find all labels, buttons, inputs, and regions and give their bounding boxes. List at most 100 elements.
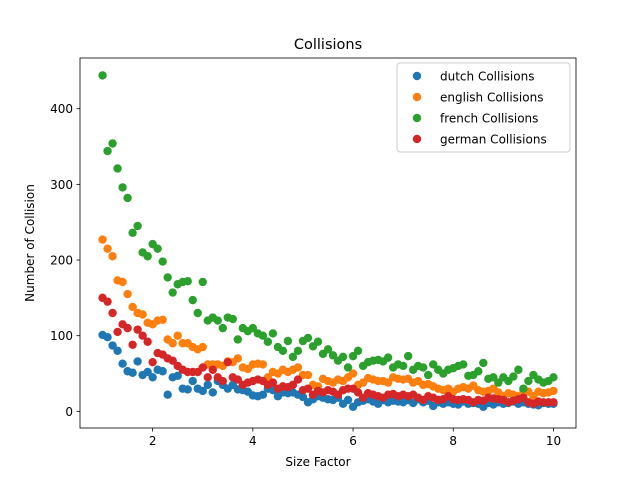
x-tick-label: 8 [449, 434, 457, 448]
scatter-point [268, 378, 278, 387]
scatter-point [148, 357, 157, 367]
scatter-point [208, 365, 217, 374]
scatter-point [158, 257, 167, 266]
legend-label: english Collisions [440, 91, 543, 105]
scatter-point [98, 71, 107, 80]
series-2 [98, 71, 558, 393]
scatter-point [213, 316, 222, 325]
scatter-point [288, 380, 298, 390]
scatter-point [128, 368, 137, 377]
y-axis-label: Number of Collision [23, 184, 37, 302]
scatter-point [108, 139, 117, 148]
scatter-point [223, 357, 232, 367]
scatter-point [258, 390, 268, 399]
y-tick-label: 100 [50, 329, 73, 343]
scatter-point [519, 384, 528, 393]
scatter-point [293, 346, 303, 356]
legend-marker [412, 134, 422, 144]
scatter-point [113, 164, 122, 173]
scatter-point [348, 369, 358, 378]
scatter-point [258, 360, 268, 369]
scatter-point [293, 363, 303, 372]
scatter-point [123, 289, 132, 299]
legend-marker [412, 113, 422, 123]
scatter-point [403, 351, 413, 361]
scatter-point [283, 336, 293, 346]
scatter-point [108, 341, 117, 350]
y-tick-label: 200 [50, 254, 73, 268]
scatter-point [173, 331, 182, 340]
scatter-point [103, 333, 112, 342]
scatter-point [138, 331, 147, 340]
scatter-point [343, 395, 353, 405]
scatter-point [163, 273, 172, 282]
scatter-point [303, 370, 313, 380]
scatter-point [348, 351, 358, 361]
scatter-point [353, 388, 363, 397]
scatter-point [198, 277, 207, 287]
scatter-point [173, 371, 182, 380]
scatter-point [128, 340, 137, 349]
scatter-point [459, 360, 468, 369]
scatter-point [188, 376, 197, 386]
scatter-point [218, 376, 227, 386]
x-axis-label: Size Factor [285, 455, 350, 469]
scatter-point [143, 367, 152, 377]
scatter-point [198, 342, 207, 352]
scatter-point [474, 367, 483, 376]
scatter-point [398, 361, 408, 371]
scatter-point [123, 193, 132, 203]
legend-frame [396, 62, 571, 153]
scatter-point [233, 354, 243, 363]
legend-label: dutch Collisions [440, 70, 534, 84]
scatter-point [133, 221, 142, 231]
y-tick-label: 0 [65, 405, 73, 419]
legend: dutch Collisions english Collisions french… [396, 62, 571, 153]
scatter-point [338, 352, 348, 362]
scatter-point [103, 146, 112, 156]
scatter-point [118, 359, 127, 368]
scatter-point [143, 337, 152, 346]
scatter-point [168, 356, 177, 365]
scatter-point [303, 333, 313, 343]
scatter-point [323, 345, 333, 354]
legend-label: french Collisions [440, 112, 538, 126]
scatter-point [103, 297, 112, 306]
plot-frame [79, 57, 577, 429]
scatter-point [429, 360, 438, 369]
scatter-point [113, 327, 122, 337]
scatter-point [118, 277, 127, 287]
x-tick-label: 10 [546, 434, 561, 448]
legend-label: german Collisions [440, 133, 547, 147]
scatter-point [424, 370, 433, 380]
scatter-point [208, 388, 217, 397]
scatter-point [153, 244, 162, 253]
scatter-point [108, 252, 117, 261]
scatter-point [118, 183, 127, 192]
scatter-point [203, 373, 212, 382]
chart-title: Collisions [294, 37, 362, 53]
scatter-point [138, 310, 147, 319]
scatter-point [549, 386, 558, 396]
y-tick-label: 300 [50, 178, 73, 192]
scatter-point [288, 352, 298, 362]
series-3 [98, 293, 558, 408]
scatter-point [233, 375, 243, 384]
scatter-point [489, 373, 498, 382]
scatter-point [128, 228, 137, 237]
x-tick-label: 2 [149, 434, 157, 448]
scatter-point [263, 337, 273, 346]
scatter-point [343, 363, 353, 372]
scatter-point [479, 358, 488, 368]
scatter-point [228, 314, 238, 324]
scatter-point [193, 308, 202, 318]
scatter-point [183, 385, 192, 394]
scatter-point [524, 376, 533, 386]
scatter-point [133, 357, 142, 366]
scatter-point [383, 353, 393, 362]
scatter-point [158, 315, 167, 324]
scatter-point [509, 372, 518, 381]
